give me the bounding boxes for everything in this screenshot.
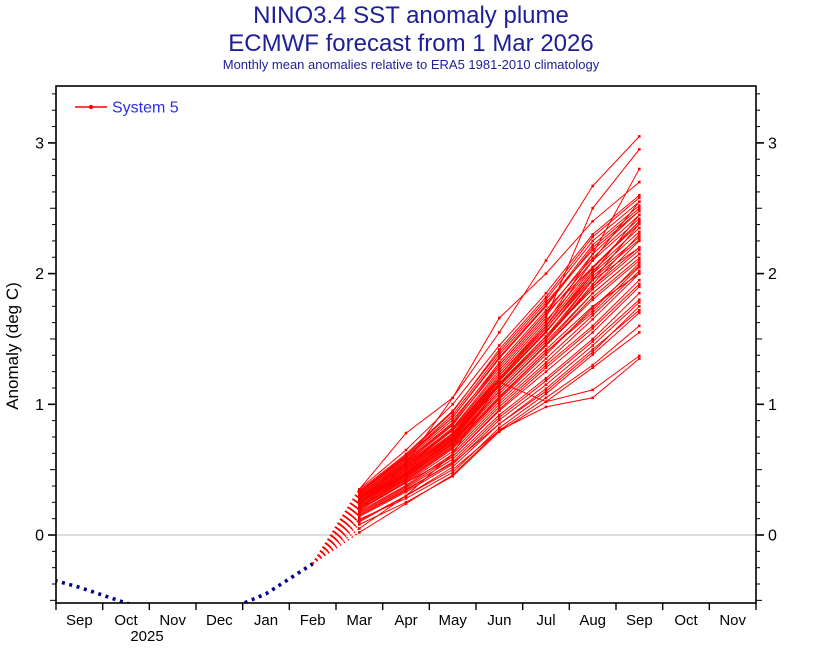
y-tick-label-right: 1 [768,397,777,414]
chart-title: NINO3.4 SST anomaly plume [253,2,569,29]
y-tick-label-right: 3 [768,135,777,152]
y-tick-label-left: 2 [35,266,44,283]
x-axis-ticks [55,603,757,610]
legend-label: System 5 [112,100,179,117]
ensemble-member-line [358,136,640,490]
month-label: Aug [579,612,606,629]
y-tick-label-left: 3 [35,135,44,152]
month-label: Jan [254,612,278,629]
ensemble-member-line [358,194,640,490]
month-label: Oct [674,612,698,629]
y-tick-label-right: 0 [768,528,777,545]
month-label: Oct [114,612,138,629]
legend-marker [88,104,94,110]
year-label: 2025 [130,628,163,645]
month-label: Mar [346,612,372,629]
forecast-transition-fan [312,488,360,565]
plot-border [55,85,757,604]
y-tick-label-left: 1 [35,397,44,414]
y-tick-label-left: 0 [35,528,44,545]
chart-note: Monthly mean anomalies relative to ERA5 … [222,57,600,72]
month-label: Nov [159,612,186,629]
month-label: Feb [300,612,326,629]
month-label: Nov [719,612,746,629]
ensemble-markers [358,135,641,534]
data-series [56,135,641,603]
month-label: May [438,612,467,629]
observed-dotted-line [56,562,314,603]
ensemble-member-line [359,149,640,498]
month-label: Sep [626,612,653,629]
month-label: Apr [394,612,417,629]
month-label: Sep [66,612,93,629]
legend: System 5 [75,100,179,117]
ensemble-member-lines [358,136,640,533]
y-tick-label-right: 2 [768,266,777,283]
month-label: Jul [536,612,555,629]
y-axis-ticks [48,93,764,601]
month-label: Dec [206,612,233,629]
chart-subtitle: ECMWF forecast from 1 Mar 2026 [228,30,594,57]
month-label: Jun [487,612,511,629]
